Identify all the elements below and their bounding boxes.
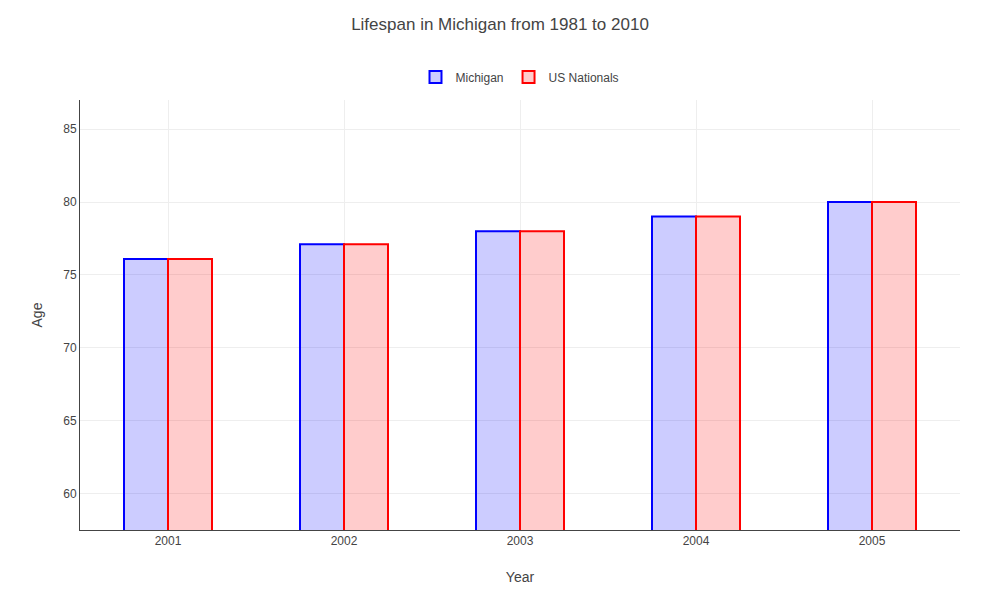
svg-text:60: 60 [63,487,77,501]
svg-text:US Nationals: US Nationals [549,71,619,85]
svg-text:2001: 2001 [155,534,182,548]
svg-text:2005: 2005 [859,534,886,548]
svg-text:Age: Age [29,302,45,327]
svg-text:2003: 2003 [507,534,534,548]
svg-text:2002: 2002 [331,534,358,548]
svg-text:Michigan: Michigan [456,71,504,85]
svg-text:65: 65 [63,414,77,428]
svg-text:Year: Year [506,569,535,585]
svg-text:75: 75 [63,268,77,282]
svg-text:85: 85 [63,122,77,136]
svg-text:80: 80 [63,195,77,209]
svg-text:70: 70 [63,341,77,355]
svg-text:2004: 2004 [683,534,710,548]
svg-text:Lifespan in Michigan from 1981: Lifespan in Michigan from 1981 to 2010 [351,15,649,34]
